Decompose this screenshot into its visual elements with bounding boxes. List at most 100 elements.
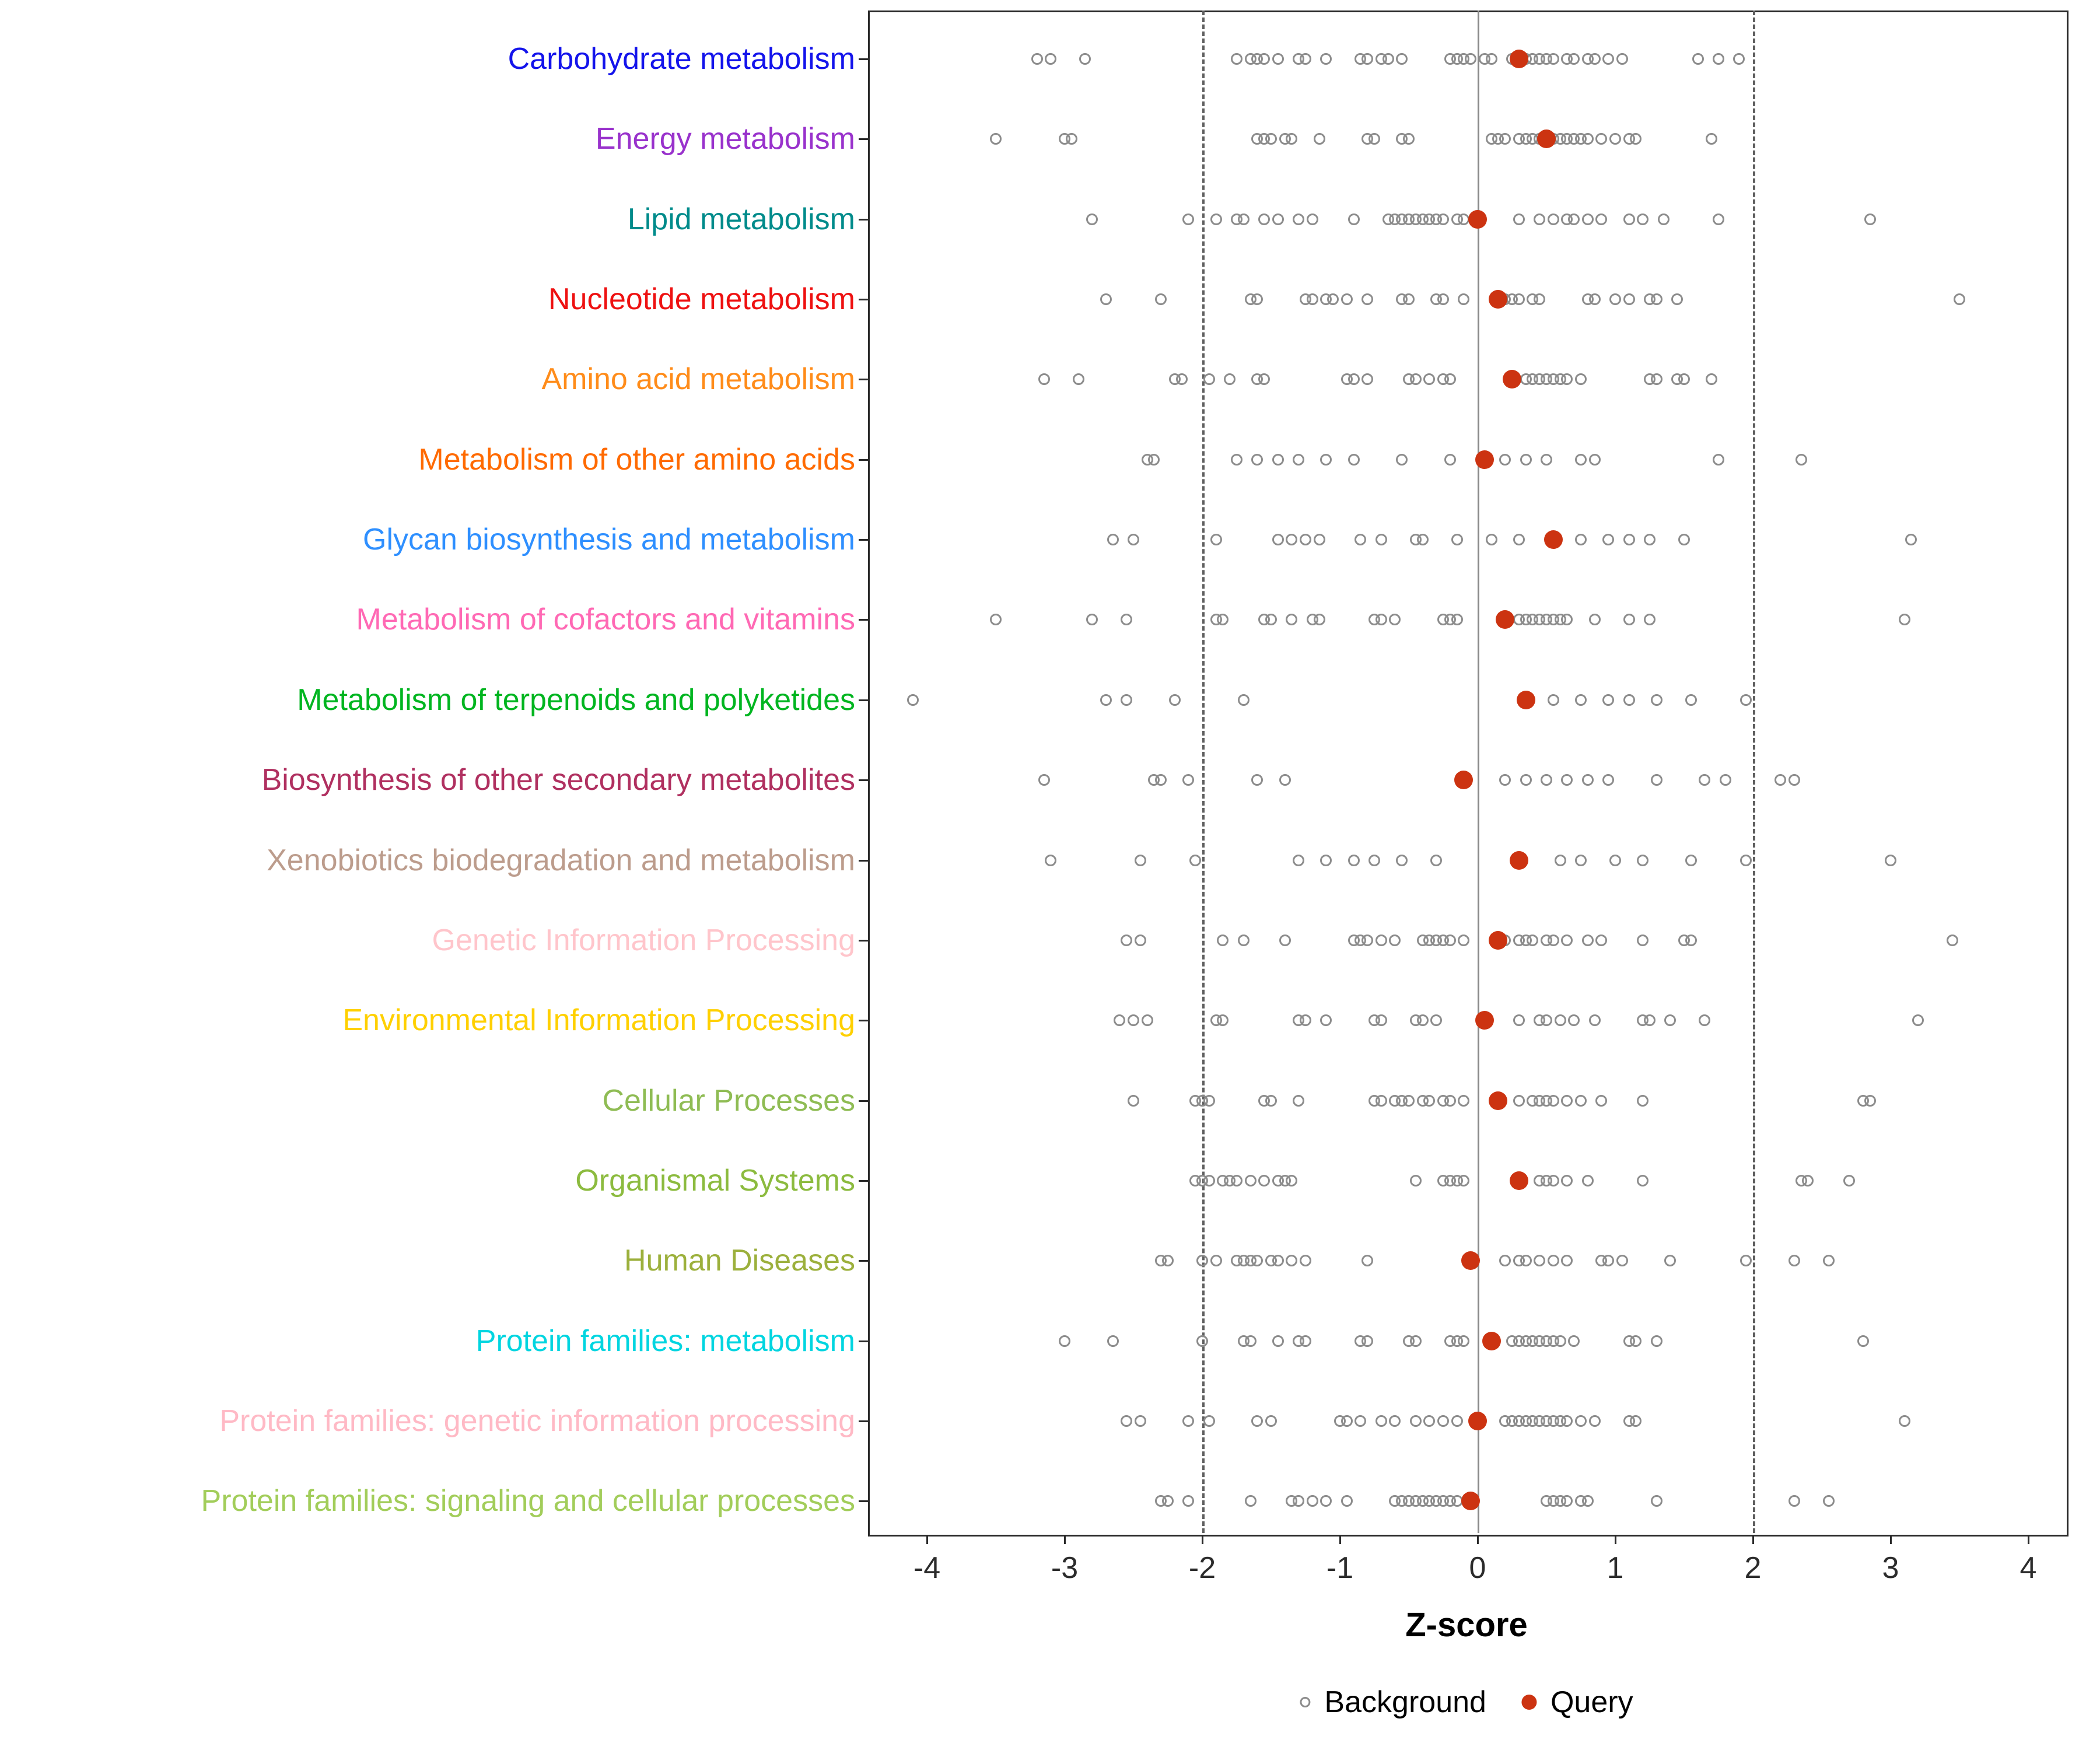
category-label: Nucleotide metabolism [548, 282, 855, 317]
background-point [1121, 694, 1133, 706]
background-point [1857, 1335, 1869, 1347]
background-point [1348, 854, 1360, 866]
background-point [1237, 213, 1250, 225]
query-point [1509, 1171, 1528, 1190]
plot-panel-border [868, 10, 2068, 1536]
background-point [1547, 213, 1559, 225]
background-point [1822, 1255, 1835, 1267]
legend-background-label: Background [1324, 1685, 1486, 1719]
background-point [1286, 534, 1298, 546]
background-point [1588, 293, 1601, 306]
background-point [1244, 1495, 1256, 1507]
background-point [1244, 1174, 1256, 1186]
x-axis-tick [926, 1535, 928, 1544]
background-point [1437, 293, 1449, 306]
background-point [1609, 854, 1621, 866]
background-point [1265, 133, 1277, 145]
background-point [1320, 53, 1332, 65]
background-point [1458, 1335, 1470, 1347]
background-point [1306, 293, 1318, 306]
background-point [1644, 534, 1656, 546]
query-point [1489, 930, 1508, 950]
x-axis-tick [1615, 1535, 1616, 1544]
background-point [1038, 774, 1050, 786]
background-point [1527, 934, 1539, 946]
background-point [1554, 1335, 1566, 1347]
background-point [1155, 293, 1167, 306]
category-label: Amino acid metabolism [541, 362, 855, 397]
background-point [1362, 373, 1374, 386]
x-axis-tick-label: 2 [1744, 1551, 1762, 1585]
background-point [1947, 934, 1959, 946]
category-label: Lipid metabolism [627, 202, 855, 236]
background-point [1128, 534, 1139, 546]
background-point [1575, 1094, 1587, 1107]
x-axis-tick-label: -1 [1326, 1551, 1354, 1585]
background-point [1602, 774, 1615, 786]
background-point [1885, 854, 1896, 866]
background-point [1650, 293, 1662, 306]
background-point [1534, 213, 1546, 225]
background-point [1581, 1495, 1594, 1507]
background-point [1231, 53, 1242, 65]
background-point [1616, 1255, 1628, 1267]
background-point [1451, 534, 1463, 546]
background-point [1306, 1495, 1318, 1507]
background-point [1231, 1174, 1242, 1186]
background-point [1898, 1415, 1910, 1427]
background-point [1300, 1014, 1311, 1027]
background-point [1327, 293, 1339, 306]
background-point [1637, 854, 1649, 866]
background-point [1348, 373, 1360, 386]
background-point [1251, 293, 1264, 306]
background-point [1114, 1014, 1126, 1027]
background-point [1623, 694, 1635, 706]
background-point [1458, 934, 1470, 946]
background-point [1272, 1255, 1284, 1267]
y-axis-tick [859, 859, 868, 862]
category-label: Cellular Processes [602, 1083, 856, 1118]
background-point [1210, 534, 1222, 546]
y-axis-tick [859, 138, 868, 141]
background-point [1134, 1415, 1146, 1427]
y-axis-tick [859, 218, 868, 220]
query-point-icon [1521, 1695, 1536, 1710]
background-point [1678, 373, 1690, 386]
background-point [1485, 53, 1497, 65]
background-point [1685, 934, 1697, 946]
background-point [1107, 534, 1119, 546]
background-point [907, 694, 919, 706]
background-point [1375, 1415, 1387, 1427]
background-point [1588, 1014, 1601, 1027]
background-point [1286, 614, 1298, 626]
background-point [1251, 774, 1264, 786]
background-point [1637, 934, 1649, 946]
background-point [1437, 213, 1449, 225]
background-point [1575, 534, 1587, 546]
background-point [1719, 774, 1731, 786]
background-point [1581, 934, 1594, 946]
background-point [1451, 614, 1463, 626]
background-point [1465, 53, 1477, 65]
query-point [1475, 1011, 1494, 1030]
background-point [1575, 1415, 1587, 1427]
background-point [1595, 934, 1608, 946]
legend-query-label: Query [1550, 1685, 1633, 1719]
background-point [1581, 774, 1594, 786]
background-point [1581, 133, 1594, 145]
background-point [1086, 614, 1098, 626]
x-axis-tick-label: 4 [2020, 1551, 2037, 1585]
background-point [1382, 53, 1394, 65]
background-point [1630, 1415, 1642, 1427]
background-point [1451, 1415, 1463, 1427]
background-point-icon [1300, 1697, 1311, 1707]
background-point [1121, 614, 1133, 626]
x-axis-tick [2028, 1535, 2029, 1544]
background-point [1128, 1094, 1139, 1107]
query-point [1516, 690, 1535, 709]
background-point [1031, 53, 1043, 65]
background-point [1409, 1174, 1422, 1186]
background-point [1237, 934, 1250, 946]
y-axis-tick [859, 1340, 868, 1342]
